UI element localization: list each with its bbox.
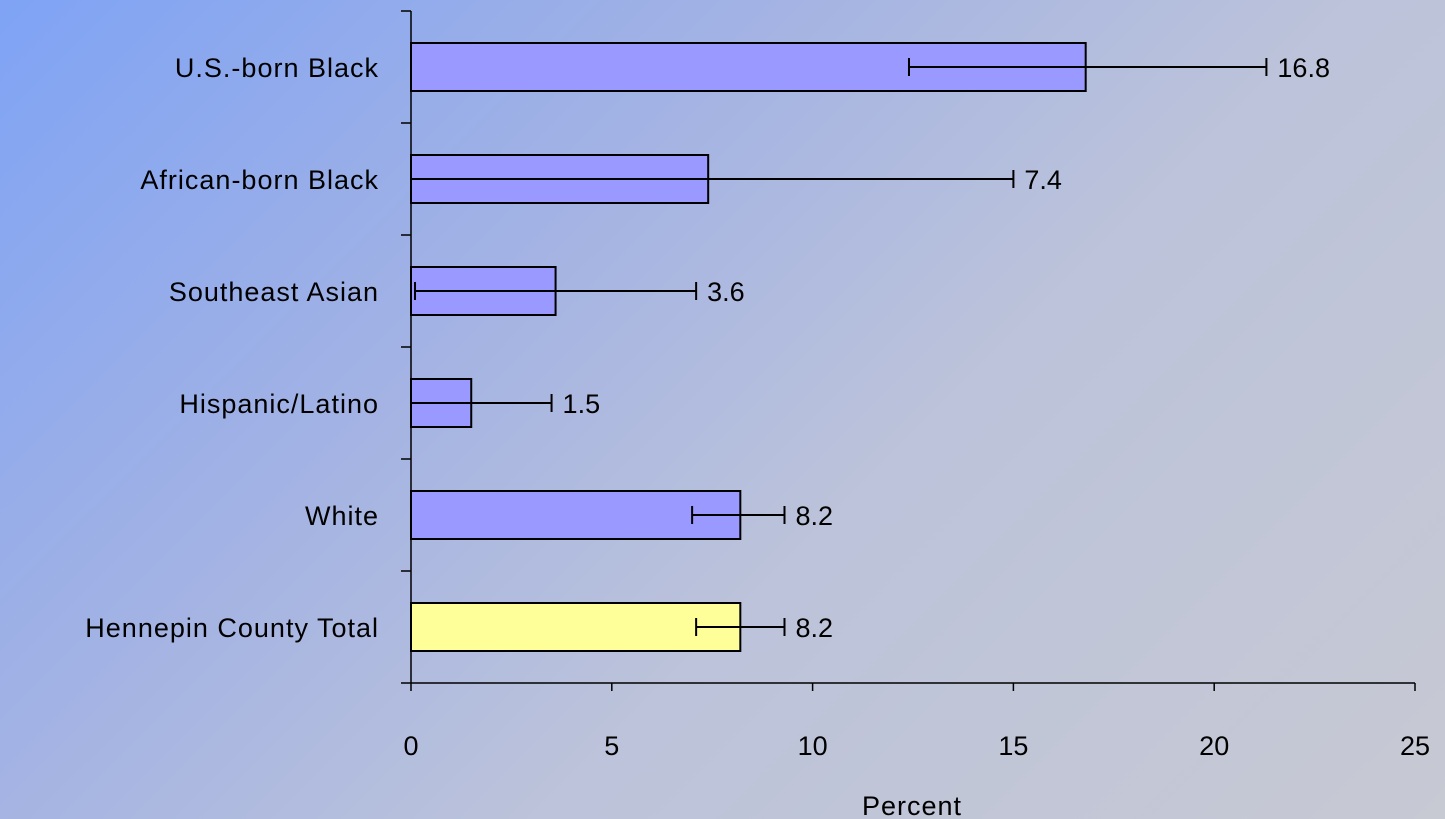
data-label: 8.2 [795,613,833,643]
x-tick-label: 5 [604,731,619,761]
error-bars-group [410,58,1268,636]
data-label: 7.4 [1024,165,1062,195]
bars-group [410,42,1087,652]
data-label: 1.5 [563,389,601,419]
axes-group [401,10,1416,691]
data-label: 8.2 [795,501,833,531]
bar [410,490,742,540]
x-tick-label: 20 [1199,731,1229,761]
y-category-label: Hennepin County Total [85,613,379,643]
y-category-label: White [305,501,379,531]
y-category-label: African-born Black [140,165,379,195]
x-axis-title: Percent [862,791,962,819]
y-category-label: Hispanic/Latino [179,389,379,419]
bar [410,602,742,652]
x-tick-label: 25 [1400,731,1430,761]
data-label: 3.6 [707,277,745,307]
x-tick-label: 15 [998,731,1028,761]
x-tick-label: 10 [798,731,828,761]
data-label: 16.8 [1277,53,1330,83]
y-category-label: U.S.-born Black [175,53,379,83]
y-category-label: Southeast Asian [169,277,379,307]
labels-group: 0 5 10 15 20 25 16.8 U.S.-born Black 7.4 African-… [85,53,1430,761]
x-tick-label: 0 [403,731,418,761]
